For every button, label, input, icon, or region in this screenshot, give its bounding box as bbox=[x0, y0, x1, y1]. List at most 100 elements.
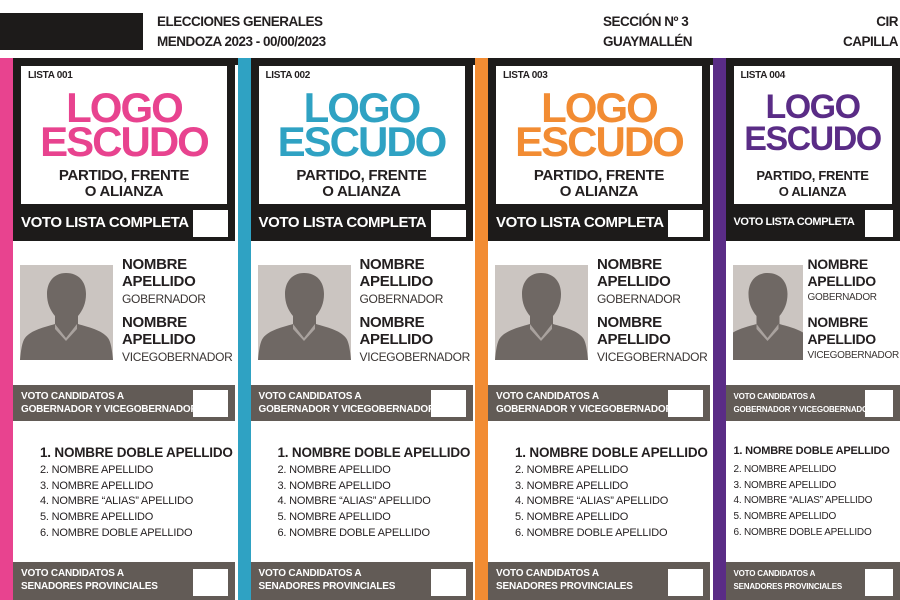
vote-governor-band: VOTO CANDIDATOS A GOBERNADOR Y VICEGOBERN… bbox=[725, 385, 900, 421]
candidate-photo bbox=[495, 265, 588, 360]
vote-full-list-checkbox[interactable] bbox=[430, 210, 466, 237]
vice-surname: APELLIDO bbox=[359, 331, 434, 348]
vote-governor-band: VOTO CANDIDATOS A GOBERNADOR Y VICEGOBERN… bbox=[13, 385, 235, 421]
section-number: SECCIÓN Nº 3 bbox=[603, 14, 689, 29]
senator-candidate: 3. NOMBRE APELLIDO bbox=[733, 480, 837, 491]
vote-senators-label: VOTO CANDIDATOS A SENADORES PROVINCIALES bbox=[259, 567, 396, 593]
senators-list: 1. NOMBRE DOBLE APELLIDO 2. NOMBRE APELLI… bbox=[250, 421, 473, 562]
ballot-list-1: LISTA 001 LOGO ESCUDO PARTIDO, FRENTE O A… bbox=[0, 58, 237, 600]
senator-candidate: 5. NOMBRE APELLIDO bbox=[277, 511, 391, 523]
party-color-stripe bbox=[712, 58, 726, 600]
vote-governor-label: VOTO CANDIDATOS A GOBERNADOR Y VICEGOBERN… bbox=[258, 390, 436, 416]
senator-candidate: 6. NOMBRE DOBLE APELLIDO bbox=[40, 527, 193, 539]
vote-governor-checkbox[interactable] bbox=[193, 390, 228, 417]
vote-full-list-band: VOTO LISTA COMPLETA bbox=[488, 205, 710, 241]
vote-governor-band: VOTO CANDIDATOS A GOBERNADOR Y VICEGOBERN… bbox=[250, 385, 473, 421]
vote-senators-band: VOTO CANDIDATOS A SENADORES PROVINCIALES bbox=[488, 562, 710, 600]
vice-name: NOMBRE bbox=[597, 314, 662, 331]
senators-list: 1. NOMBRE DOBLE APELLIDO 2. NOMBRE APELLI… bbox=[13, 421, 235, 562]
governor-role: GOBERNADOR bbox=[597, 292, 681, 306]
vote-senators-checkbox[interactable] bbox=[193, 569, 228, 596]
vote-senators-checkbox[interactable] bbox=[864, 569, 893, 596]
party-name-line2: O ALIANZA bbox=[559, 183, 639, 200]
election-date-line: MENDOZA 2023 - 00/00/2023 bbox=[157, 34, 326, 49]
senator-candidate: 1. NOMBRE DOBLE APELLIDO bbox=[277, 445, 471, 460]
senators-list: 1. NOMBRE DOBLE APELLIDO 2. NOMBRE APELLI… bbox=[725, 421, 900, 562]
vote-governor-line2: GOBERNADOR Y VICEGOBERNADOR bbox=[496, 404, 673, 415]
vote-full-list-checkbox[interactable] bbox=[668, 210, 703, 237]
vote-governor-line1: VOTO CANDIDATOS A bbox=[496, 391, 599, 402]
governor-role: GOBERNADOR bbox=[359, 292, 444, 306]
vice-name: NOMBRE bbox=[122, 314, 187, 331]
governor-surname: APELLIDO bbox=[122, 273, 196, 290]
shield-placeholder: ESCUDO bbox=[744, 120, 882, 158]
ballot-card: LISTA 002 LOGO ESCUDO PARTIDO, FRENTE O A… bbox=[250, 58, 473, 600]
governor-candidates: NOMBRE APELLIDO GOBERNADOR NOMBRE APELLI… bbox=[488, 241, 710, 385]
party-color-stripe bbox=[475, 58, 488, 600]
vice-role: VICEGOBERNADOR bbox=[122, 350, 233, 364]
governor-role: GOBERNADOR bbox=[122, 292, 206, 306]
party-logo-box: LISTA 001 LOGO ESCUDO PARTIDO, FRENTE O A… bbox=[21, 66, 227, 204]
vote-senators-checkbox[interactable] bbox=[668, 569, 703, 596]
vote-governor-line2: GOBERNADOR Y VICEGOBERNADOR bbox=[258, 404, 436, 415]
vote-governor-band: VOTO CANDIDATOS A GOBERNADOR Y VICEGOBERN… bbox=[488, 385, 710, 421]
vote-governor-checkbox[interactable] bbox=[864, 390, 893, 417]
party-color-stripe bbox=[0, 58, 13, 600]
ballot-list-3: LISTA 003 LOGO ESCUDO PARTIDO, FRENTE O A… bbox=[475, 58, 712, 600]
vote-governor-line2: GOBERNADOR Y VICEGOBERNADOR bbox=[21, 404, 198, 415]
vice-role: VICEGOBERNADOR bbox=[597, 350, 708, 364]
section-info: SECCIÓN Nº 3 GUAYMALLÉN bbox=[603, 12, 693, 52]
vote-senators-line2: SENADORES PROVINCIALES bbox=[21, 581, 158, 592]
vice-surname: APELLIDO bbox=[807, 331, 877, 347]
vote-governor-label: VOTO CANDIDATOS A GOBERNADOR Y VICEGOBERN… bbox=[734, 390, 874, 416]
ballot-card: LISTA 001 LOGO ESCUDO PARTIDO, FRENTE O A… bbox=[13, 58, 235, 600]
section-name: GUAYMALLÉN bbox=[603, 34, 693, 49]
election-title: ELECCIONES GENERALES MENDOZA 2023 - 00/0… bbox=[157, 12, 326, 52]
list-number: LISTA 004 bbox=[740, 70, 786, 81]
vice-role: VICEGOBERNADOR bbox=[807, 350, 900, 361]
vote-governor-checkbox[interactable] bbox=[668, 390, 703, 417]
vote-governor-line2: GOBERNADOR Y VICEGOBERNADOR bbox=[733, 405, 874, 414]
circuit-name: CAPILLA bbox=[843, 34, 899, 49]
senator-candidate: 4. NOMBRE “ALIAS” APELLIDO bbox=[733, 495, 873, 506]
governor-name: NOMBRE bbox=[597, 256, 662, 273]
vote-senators-line2: SENADORES PROVINCIALES bbox=[258, 581, 396, 592]
vote-full-list-checkbox[interactable] bbox=[864, 210, 893, 237]
vote-full-list-band: VOTO LISTA COMPLETA bbox=[251, 205, 473, 241]
vote-governor-checkbox[interactable] bbox=[430, 390, 466, 417]
party-name: PARTIDO, FRENTE O ALIANZA bbox=[21, 168, 227, 200]
senator-candidate: 4. NOMBRE “ALIAS” APELLIDO bbox=[40, 495, 194, 507]
shield-placeholder: ESCUDO bbox=[515, 118, 685, 165]
senator-candidate: 6. NOMBRE DOBLE APELLIDO bbox=[515, 527, 668, 539]
shield-placeholder: ESCUDO bbox=[40, 118, 210, 165]
vote-senators-label: VOTO CANDIDATOS A SENADORES PROVINCIALES bbox=[496, 567, 633, 593]
governor-role: GOBERNADOR bbox=[807, 292, 878, 303]
ballot-card: LISTA 003 LOGO ESCUDO PARTIDO, FRENTE O A… bbox=[488, 58, 710, 600]
governor-candidates: NOMBRE APELLIDO GOBERNADOR NOMBRE APELLI… bbox=[13, 241, 235, 385]
redacted-header-block bbox=[0, 13, 143, 50]
party-name-line2: O ALIANZA bbox=[84, 183, 164, 200]
party-name: PARTIDO, FRENTE O ALIANZA bbox=[734, 168, 892, 200]
vote-senators-checkbox[interactable] bbox=[430, 569, 466, 596]
senators-list: 1. NOMBRE DOBLE APELLIDO 2. NOMBRE APELLI… bbox=[488, 421, 710, 562]
senator-candidate: 2. NOMBRE APELLIDO bbox=[277, 464, 391, 476]
vote-senators-band: VOTO CANDIDATOS A SENADORES PROVINCIALES bbox=[250, 562, 473, 600]
governor-name: NOMBRE bbox=[807, 256, 869, 272]
ballot-card: LISTA 004 LOGO ESCUDO PARTIDO, FRENTE O A… bbox=[725, 58, 900, 600]
party-name-line2: O ALIANZA bbox=[778, 184, 847, 199]
senator-candidate: 6. NOMBRE DOBLE APELLIDO bbox=[277, 527, 431, 539]
senator-candidate: 3. NOMBRE APELLIDO bbox=[515, 480, 629, 492]
vote-governor-line1: VOTO CANDIDATOS A bbox=[258, 391, 362, 402]
vice-surname: APELLIDO bbox=[122, 331, 196, 348]
shield-placeholder: ESCUDO bbox=[277, 118, 448, 165]
vote-full-list-label: VOTO LISTA COMPLETA bbox=[733, 216, 855, 228]
logo-placeholder: LOGO bbox=[541, 84, 659, 131]
list-number: LISTA 003 bbox=[503, 70, 548, 81]
vote-full-list-label: VOTO LISTA COMPLETA bbox=[496, 214, 664, 231]
vote-full-list-checkbox[interactable] bbox=[193, 210, 228, 237]
vote-governor-line1: VOTO CANDIDATOS A bbox=[21, 391, 124, 402]
logo-placeholder: LOGO bbox=[303, 84, 422, 131]
circuit-info: CIR CAPILLA bbox=[843, 12, 899, 52]
vice-role: VICEGOBERNADOR bbox=[359, 350, 471, 364]
vote-full-list-band: VOTO LISTA COMPLETA bbox=[13, 205, 235, 241]
